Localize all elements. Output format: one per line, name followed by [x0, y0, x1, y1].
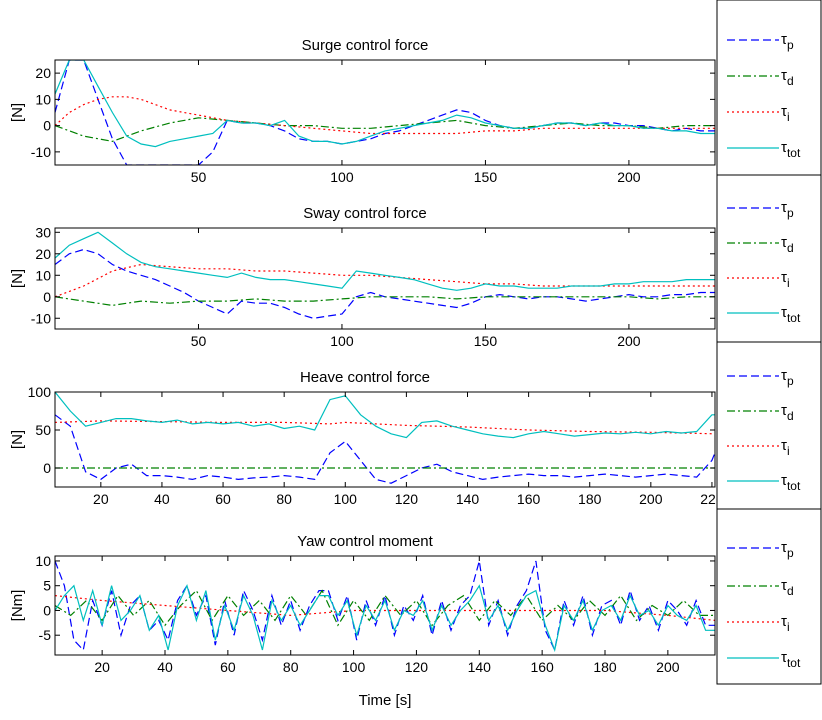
series-line-i	[55, 420, 715, 435]
x-tick-label: 60	[215, 491, 231, 507]
x-tick-label: 200	[639, 491, 663, 507]
series-line-i	[55, 96, 715, 135]
series-line-p	[55, 414, 715, 484]
y-tick-label: -10	[31, 310, 51, 326]
x-tick-label: 160	[530, 659, 554, 675]
subplot-title: Heave control force	[300, 369, 430, 386]
y-tick-label: 50	[35, 422, 51, 438]
x-axis-label: Time [s]	[359, 692, 412, 709]
series-line-tot	[55, 583, 715, 653]
y-tick-label: 0	[43, 460, 51, 476]
series-line-tot	[55, 392, 715, 439]
y-tick-label: 0	[43, 289, 51, 305]
x-tick-label: 60	[220, 659, 236, 675]
y-tick-label: 10	[35, 553, 51, 569]
x-tick-label: 180	[578, 491, 602, 507]
subplot-3: Heave control force [N] 20 40 60 80 100 120 140 1…	[9, 369, 724, 507]
x-tick-label: 80	[283, 659, 299, 675]
x-tick-label: 120	[395, 491, 419, 507]
x-tick-label: 40	[154, 491, 170, 507]
y-tick-label: 0	[43, 118, 51, 134]
y-tick-label: 10	[35, 91, 51, 107]
x-tick-label: 160	[517, 491, 541, 507]
series-line-i	[55, 263, 715, 298]
x-tick-label: 100	[334, 491, 358, 507]
x-tick-label: 200	[656, 659, 680, 675]
y-tick-label: 20	[35, 65, 51, 81]
legend-label-i: τi	[781, 269, 790, 290]
series-line-d	[55, 117, 715, 143]
series-line-d	[55, 296, 715, 307]
series-line-p	[55, 60, 715, 165]
x-tick-label: 200	[617, 169, 641, 185]
x-tick-label: 50	[191, 333, 207, 349]
y-axis-label: [N]	[9, 103, 26, 122]
subplot-2: Sway control force[N]50100150200250-1001…	[9, 205, 784, 349]
subplot-title: Yaw control moment	[297, 533, 433, 550]
subplot-title: Sway control force	[303, 205, 426, 222]
axes-frame	[54, 391, 716, 488]
subplot-title: Surge control force	[302, 37, 429, 54]
y-tick-label: -10	[31, 144, 51, 160]
series-line-tot	[55, 60, 715, 148]
x-tick-label: 50	[191, 169, 207, 185]
legend-box	[716, 508, 822, 685]
series-line-d	[55, 589, 715, 627]
y-axis-label: [N]	[9, 269, 26, 288]
x-tick-label: 180	[593, 659, 617, 675]
x-tick-label: 100	[342, 659, 366, 675]
y-tick-label: 0	[43, 602, 51, 618]
axes-frame	[54, 59, 716, 166]
x-tick-label: 200	[617, 333, 641, 349]
legend-box	[716, 341, 822, 510]
subplot-1: Surge control force[N]50100150200250-100…	[9, 37, 784, 185]
x-tick-label: 40	[157, 659, 173, 675]
x-tick-label: 20	[94, 659, 110, 675]
legend-label-i: τi	[781, 437, 790, 458]
y-axis-label: [Nm]	[9, 590, 26, 622]
series-line-p	[55, 560, 715, 652]
x-tick-label: 140	[468, 659, 492, 675]
x-tick-label: 100	[330, 169, 354, 185]
legend-label-i: τi	[781, 103, 790, 124]
x-tick-label: 150	[474, 333, 498, 349]
x-tick-label: 150	[474, 169, 498, 185]
x-tick-label: 20	[93, 491, 109, 507]
legend-box	[716, 174, 822, 343]
y-tick-label: 20	[35, 246, 51, 262]
x-tick-label: 80	[276, 491, 292, 507]
y-axis-label: [N]	[9, 430, 26, 449]
axes-frame	[54, 227, 716, 330]
y-tick-label: -5	[39, 627, 52, 643]
axes-frame	[54, 555, 716, 656]
legend-label-i: τi	[781, 613, 790, 634]
legend-box	[716, 0, 822, 176]
series-line-tot	[55, 231, 715, 291]
subplot-4: Yaw control moment[Nm]20 40 60 80 100 120 140 1…	[9, 533, 743, 675]
x-tick-label: 140	[456, 491, 480, 507]
y-tick-label: 30	[35, 224, 51, 240]
y-tick-label: 5	[43, 578, 51, 594]
y-tick-label: 100	[28, 384, 52, 400]
x-tick-label: 120	[405, 659, 429, 675]
y-tick-label: 10	[35, 267, 51, 283]
x-tick-label: 100	[330, 333, 354, 349]
